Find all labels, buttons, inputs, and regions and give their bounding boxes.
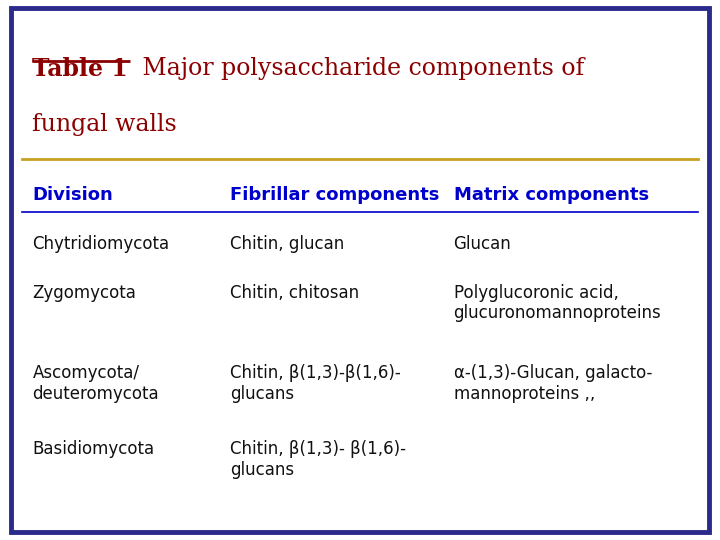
- Text: Major polysaccharide components of: Major polysaccharide components of: [135, 57, 584, 80]
- Text: Matrix components: Matrix components: [454, 186, 649, 204]
- Text: fungal walls: fungal walls: [32, 113, 177, 137]
- Text: Fibrillar components: Fibrillar components: [230, 186, 440, 204]
- Text: Chitin, β(1,3)- β(1,6)-
glucans: Chitin, β(1,3)- β(1,6)- glucans: [230, 440, 406, 479]
- Text: Zygomycota: Zygomycota: [32, 284, 136, 301]
- Text: Chytridiomycota: Chytridiomycota: [32, 235, 169, 253]
- Text: Basidiomycota: Basidiomycota: [32, 440, 155, 458]
- Text: Division: Division: [32, 186, 113, 204]
- Text: Chitin, β(1,3)-β(1,6)-
glucans: Chitin, β(1,3)-β(1,6)- glucans: [230, 364, 401, 403]
- Text: α-(1,3)-Glucan, galacto-
mannoproteins ,,: α-(1,3)-Glucan, galacto- mannoproteins ,…: [454, 364, 652, 403]
- Text: Glucan: Glucan: [454, 235, 511, 253]
- Text: Table 1: Table 1: [32, 57, 128, 80]
- Text: Ascomycota/
deuteromycota: Ascomycota/ deuteromycota: [32, 364, 159, 403]
- FancyBboxPatch shape: [11, 8, 709, 532]
- Text: Chitin, chitosan: Chitin, chitosan: [230, 284, 359, 301]
- Text: Chitin, glucan: Chitin, glucan: [230, 235, 345, 253]
- Text: Polyglucoronic acid,
glucuronomannoproteins: Polyglucoronic acid, glucuronomannoprote…: [454, 284, 662, 322]
